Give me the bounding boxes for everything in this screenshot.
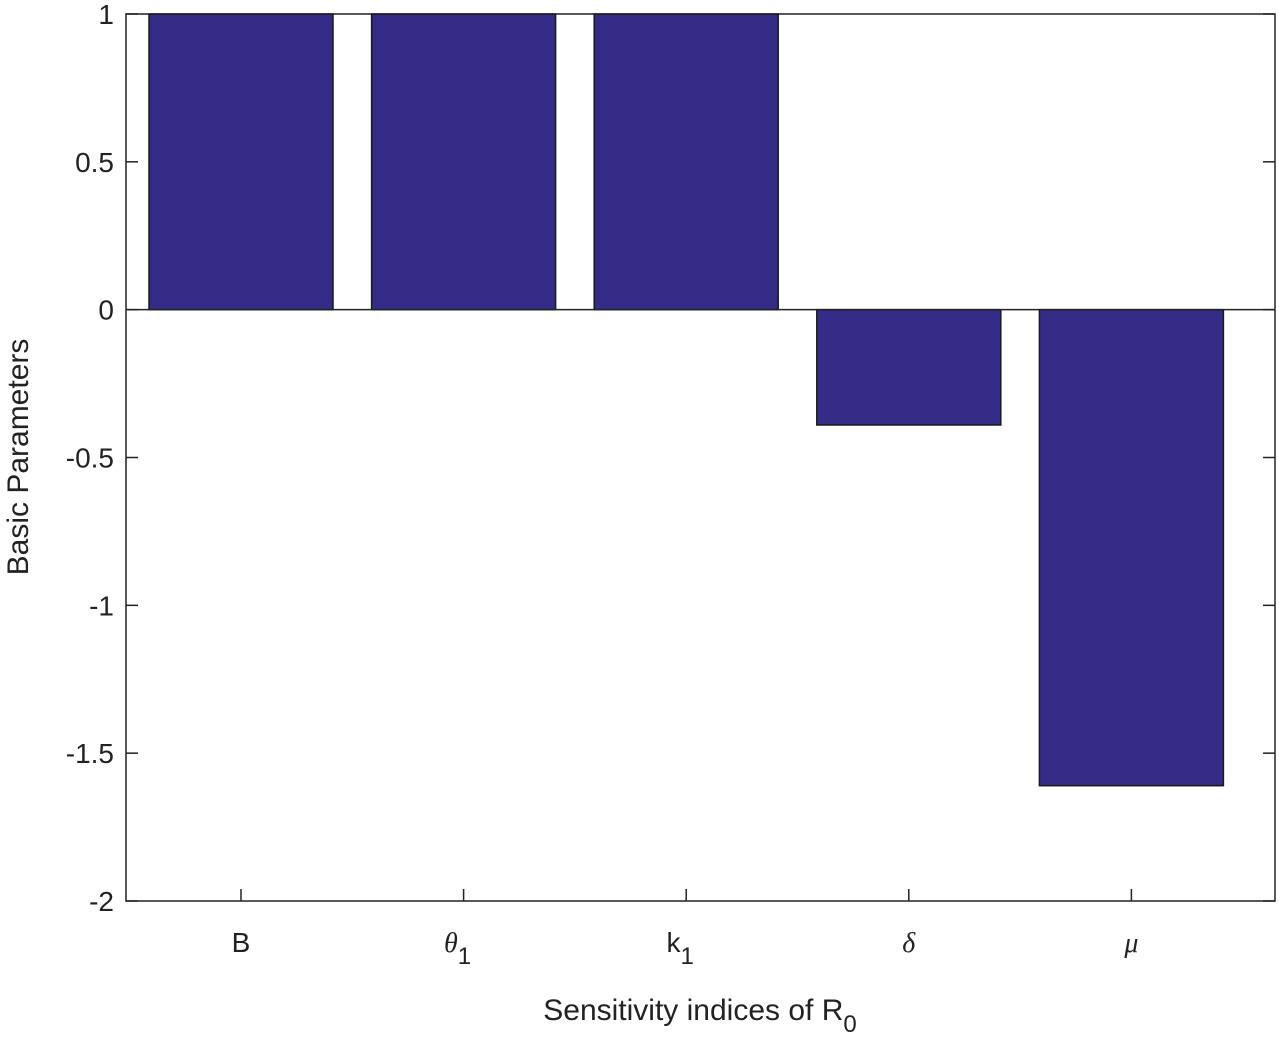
x-axis-label: Sensitivity indices of R0: [543, 994, 856, 1038]
x-tick-label: μ: [1123, 928, 1138, 959]
x-tick-label: k1: [667, 927, 694, 970]
y-tick-label: -1.5: [66, 738, 114, 769]
bar-3: [593, 13, 779, 311]
y-tick-label: 1: [98, 0, 114, 30]
bar-4: [816, 308, 1002, 426]
y-tick-label: 0.5: [75, 147, 114, 178]
bar-1: [148, 13, 334, 311]
x-tick-label: B: [232, 927, 251, 958]
y-tick-label: -0.5: [66, 443, 114, 474]
y-tick-label: -1: [89, 590, 114, 621]
x-tick-label: θ1: [444, 928, 471, 970]
y-tick-label: -2: [89, 886, 114, 917]
x-tick-label: δ: [902, 928, 916, 959]
bar-5: [1038, 308, 1225, 787]
y-tick-label: 0: [98, 295, 114, 326]
bar-2: [370, 13, 557, 311]
y-axis-label: Basic Parameters: [2, 339, 35, 576]
